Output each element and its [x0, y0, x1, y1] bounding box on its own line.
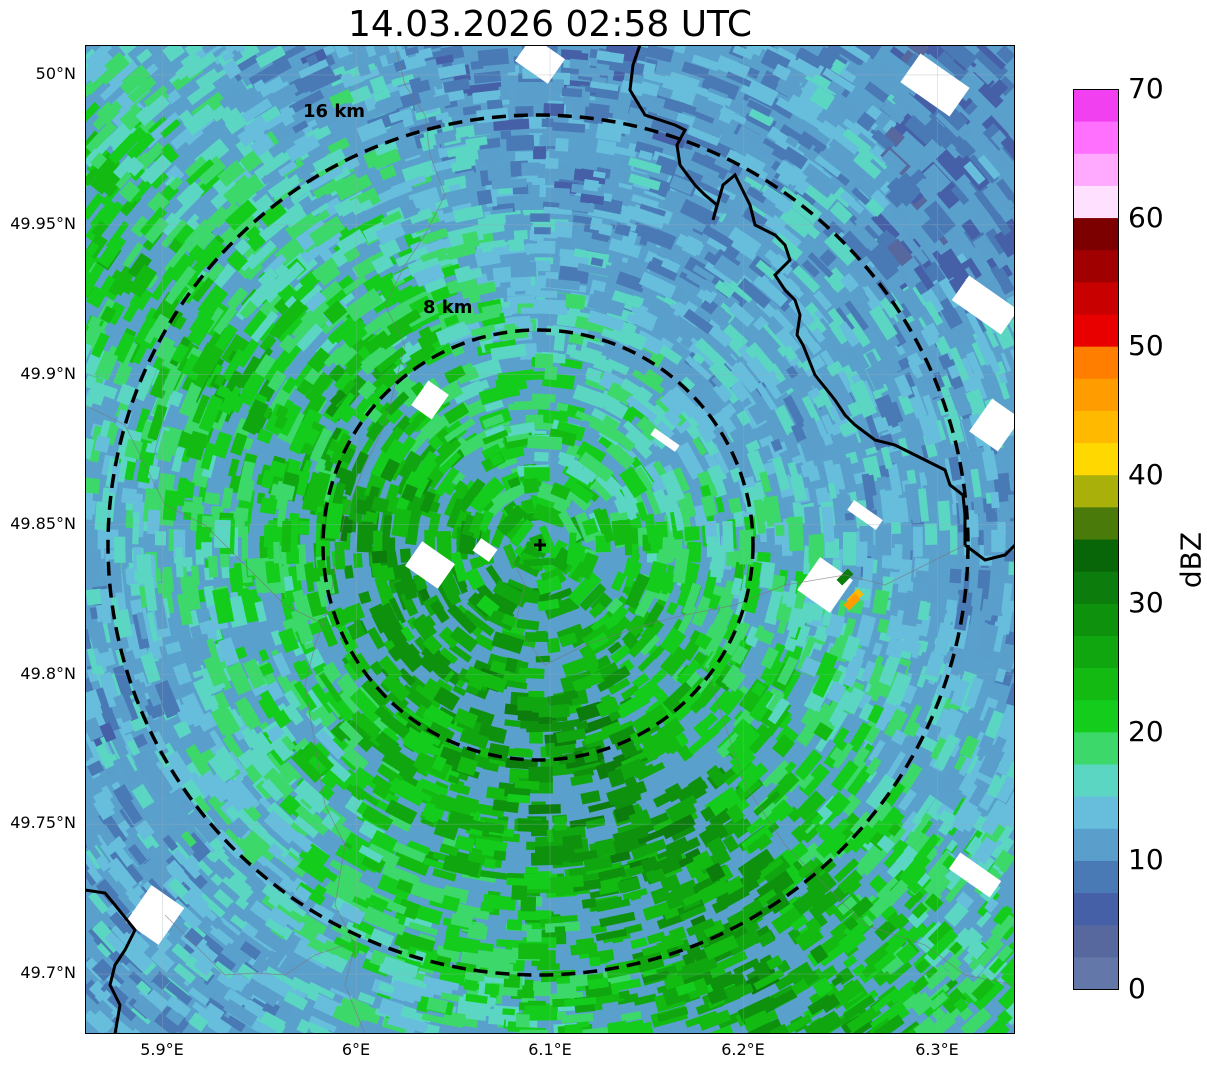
colorbar-tick-label: 0 [1128, 972, 1146, 1005]
colorbar-tick-label: 60 [1128, 200, 1164, 234]
colorbar-band [1073, 121, 1119, 154]
lon-tick-label: 6.2°E [721, 1040, 765, 1059]
colorbar-band [1073, 410, 1119, 444]
colorbar-band [1073, 603, 1119, 636]
admin-border [164, 914, 346, 976]
admin-border [304, 45, 446, 1034]
colorbar-band [1073, 924, 1119, 958]
colorbar-band [1073, 346, 1119, 379]
lat-tick-label: 50°N [35, 64, 76, 83]
colorbar-band [1073, 378, 1119, 411]
lat-tick-label: 49.7°N [20, 963, 76, 982]
admin-border [504, 544, 966, 666]
colorbar-band [1073, 506, 1119, 540]
range-ring-label-16km: 16 km [303, 101, 365, 122]
colorbar-tick-label: 30 [1128, 586, 1164, 620]
colorbar-band [1073, 442, 1119, 476]
colorbar-band [1073, 699, 1119, 733]
map-title: 14.03.2026 02:58 UTC [347, 4, 753, 45]
reflectivity-field [85, 45, 1015, 1034]
map-frame [85, 45, 1015, 1034]
lat-tick-label: 49.8°N [20, 664, 76, 683]
lon-tick-label: 6°E [341, 1040, 371, 1059]
range-ring-label-8km: 8 km [423, 297, 473, 318]
admin-border [704, 664, 1015, 986]
colorbar-label: dBZ [1174, 531, 1207, 589]
colorbar-band [1073, 153, 1119, 186]
colorbar [1073, 89, 1119, 990]
colorbar-band [1073, 731, 1119, 765]
colorbar-band [1073, 796, 1119, 829]
colorbar-band [1073, 764, 1119, 797]
lat-tick-label: 49.95°N [10, 214, 76, 233]
range-ring-16km [106, 113, 970, 977]
colorbar-tick-label: 40 [1128, 457, 1164, 491]
lat-tick-label: 49.9°N [20, 364, 76, 383]
colorbar-band [1073, 185, 1119, 219]
colorbar-band [1073, 667, 1119, 701]
colorbar-tick-label: 70 [1128, 72, 1164, 105]
country-border [85, 888, 137, 1034]
colorbar-band [1073, 314, 1119, 347]
colorbar-band [1073, 571, 1119, 604]
admin-border [85, 404, 326, 626]
lon-tick-label: 6.3°E [915, 1040, 959, 1059]
colorbar-band [1073, 281, 1119, 315]
colorbar-band [1073, 89, 1119, 122]
radar-site-marker [534, 539, 546, 551]
colorbar-band [1073, 828, 1119, 861]
colorbar-band [1073, 249, 1119, 283]
colorbar-band [1073, 635, 1119, 669]
colorbar-tick-label: 10 [1128, 843, 1164, 877]
radar-map: 16 km 8 km [85, 45, 1015, 1034]
country-border [628, 45, 1015, 562]
lon-tick-label: 6.1°E [528, 1040, 572, 1059]
colorbar-band [1073, 860, 1119, 894]
colorbar-tick-label: 50 [1128, 329, 1164, 363]
lat-tick-label: 49.75°N [10, 813, 76, 832]
colorbar-band [1073, 956, 1119, 990]
lon-tick-label: 5.9°E [140, 1040, 184, 1059]
colorbar-band [1073, 892, 1119, 926]
colorbar-band [1073, 217, 1119, 251]
colorbar-band [1073, 474, 1119, 508]
colorbar-tick-label: 20 [1128, 714, 1164, 748]
range-ring-8km [321, 328, 755, 762]
lat-tick-label: 49.85°N [10, 514, 76, 533]
colorbar-band [1073, 539, 1119, 572]
